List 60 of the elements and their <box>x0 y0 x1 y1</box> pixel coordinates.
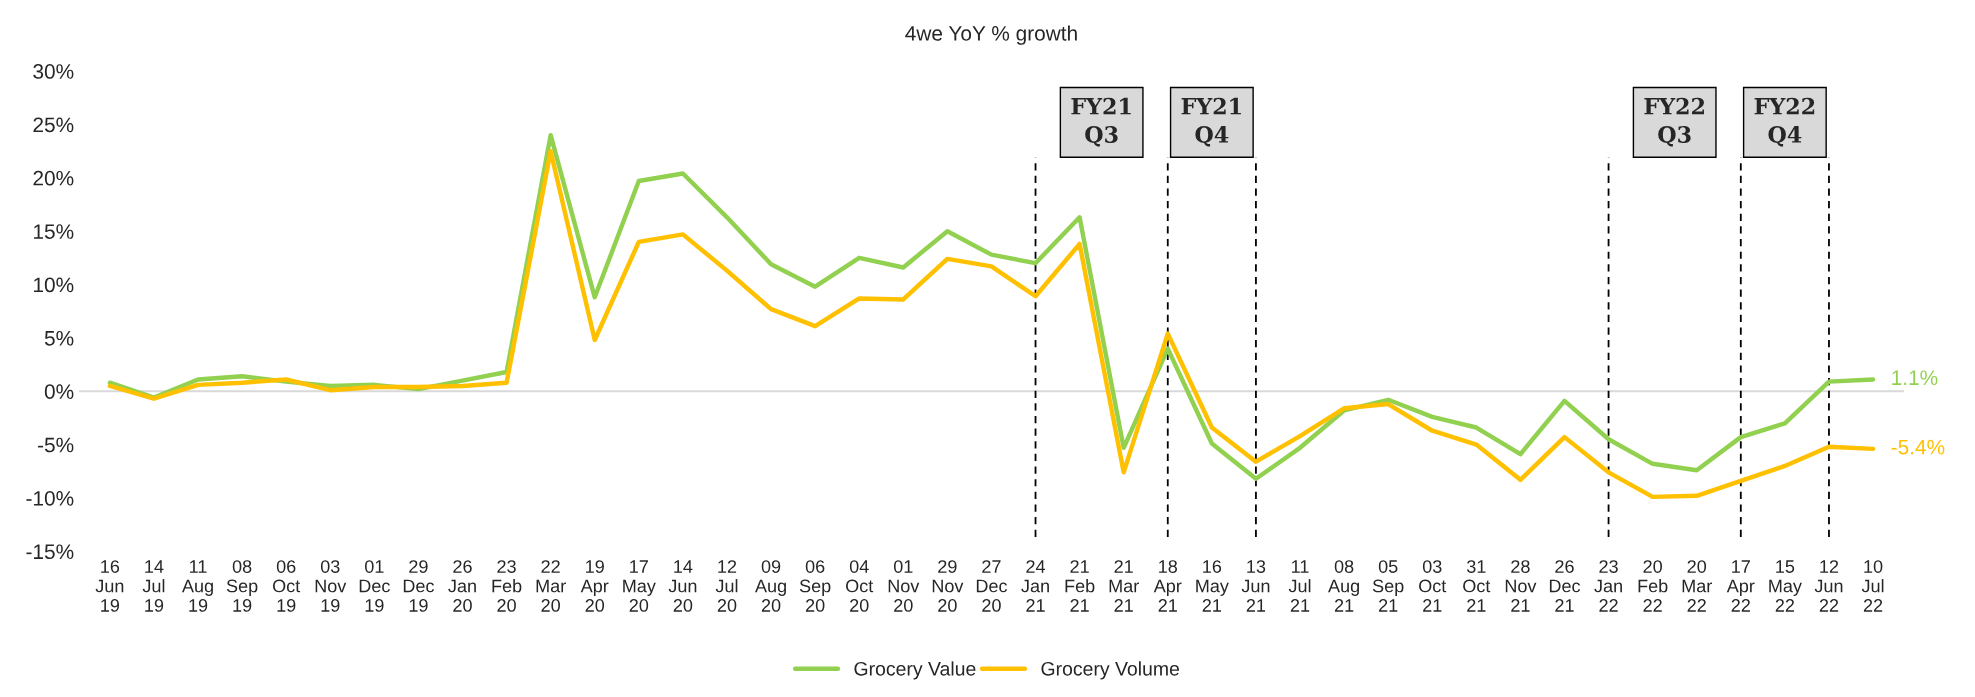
y-tick-label: 5% <box>44 330 74 346</box>
legend-label: Grocery Value <box>854 661 976 680</box>
x-tick-label: 03 Nov 19 <box>315 560 347 612</box>
x-tick-label: 24 Jan 21 <box>1021 560 1049 612</box>
x-tick-label: 09 Aug 20 <box>755 560 786 612</box>
x-tick-label: 31 Oct 21 <box>1463 560 1491 612</box>
data-label: 1.1% <box>1892 370 1938 386</box>
y-tick-label: 15% <box>34 224 74 239</box>
x-tick-label: 06 Oct 19 <box>272 560 301 612</box>
x-tick-label: 12 Jul 20 <box>715 560 738 612</box>
x-tick-label: 15 May 22 <box>1769 560 1802 612</box>
x-tick-label: 20 Feb 22 <box>1638 560 1668 612</box>
data-label: -5.4% <box>1891 439 1945 455</box>
x-tick-label: 27 Dec 20 <box>976 560 1008 612</box>
band-label: FY22 Q4 <box>1754 97 1815 147</box>
x-tick-label: 21 Feb 21 <box>1065 560 1095 612</box>
x-tick-label: 11 Aug 19 <box>181 560 213 612</box>
y-tick-label: -10% <box>26 490 74 506</box>
x-tick-label: 22 Mar 20 <box>536 560 566 612</box>
x-tick-label: 01 Nov 20 <box>888 560 920 612</box>
x-tick-label: 04 Oct 20 <box>846 560 874 612</box>
x-tick-label: 12 Jun 22 <box>1814 560 1843 612</box>
y-tick-label: 25% <box>33 117 74 133</box>
x-tick-label: 03 Oct 21 <box>1419 560 1447 612</box>
y-tick-label: 10% <box>34 277 74 293</box>
x-tick-label: 16 May 21 <box>1196 560 1229 612</box>
y-tick-label: 30% <box>33 64 74 79</box>
y-tick-label: -5% <box>38 437 74 453</box>
y-tick-label: 0% <box>44 384 74 399</box>
x-tick-label: 19 Apr 20 <box>580 560 609 612</box>
x-tick-label: 06 Sep 20 <box>799 560 831 612</box>
x-tick-label: 17 Apr 22 <box>1726 560 1755 612</box>
x-tick-label: 08 Sep 19 <box>226 560 258 612</box>
x-tick-label: 23 Feb 20 <box>492 560 522 612</box>
y-tick-label: -15% <box>26 544 74 560</box>
x-tick-label: 29 Dec 19 <box>403 560 434 612</box>
x-tick-label: 20 Mar 22 <box>1682 560 1712 612</box>
x-tick-label: 05 Sep 21 <box>1372 560 1404 612</box>
x-tick-label: 23 Jan 22 <box>1594 560 1622 612</box>
band-label: FY21 Q4 <box>1181 97 1241 147</box>
x-tick-label: 26 Dec 21 <box>1549 560 1581 612</box>
x-tick-label: 01 Dec 19 <box>359 560 390 612</box>
band-label: FY22 Q3 <box>1644 97 1704 147</box>
x-tick-label: 29 Nov 20 <box>932 560 964 612</box>
x-tick-label: 11 Jul 21 <box>1288 560 1311 612</box>
x-tick-label: 13 Jun 21 <box>1241 560 1270 612</box>
legend-label: Grocery Volume <box>1041 661 1180 680</box>
x-tick-label: 10 Jul 22 <box>1861 560 1884 612</box>
x-tick-label: 14 Jul 19 <box>142 560 165 612</box>
x-tick-label: 21 Mar 21 <box>1109 560 1139 612</box>
x-tick-label: 26 Jan 20 <box>448 560 476 612</box>
x-tick-label: 16 Jun 19 <box>95 560 124 612</box>
x-tick-label: 17 May 20 <box>623 560 656 612</box>
band-label: FY21 Q3 <box>1071 97 1131 147</box>
x-tick-label: 18 Apr 21 <box>1153 560 1182 612</box>
x-tick-label: 28 Nov 21 <box>1505 560 1537 612</box>
chart-title: 4we YoY % growth <box>905 25 1077 45</box>
x-tick-label: 14 Jun 20 <box>668 560 697 612</box>
x-tick-label: 08 Aug 21 <box>1328 560 1359 612</box>
y-tick-label: 20% <box>33 170 74 186</box>
